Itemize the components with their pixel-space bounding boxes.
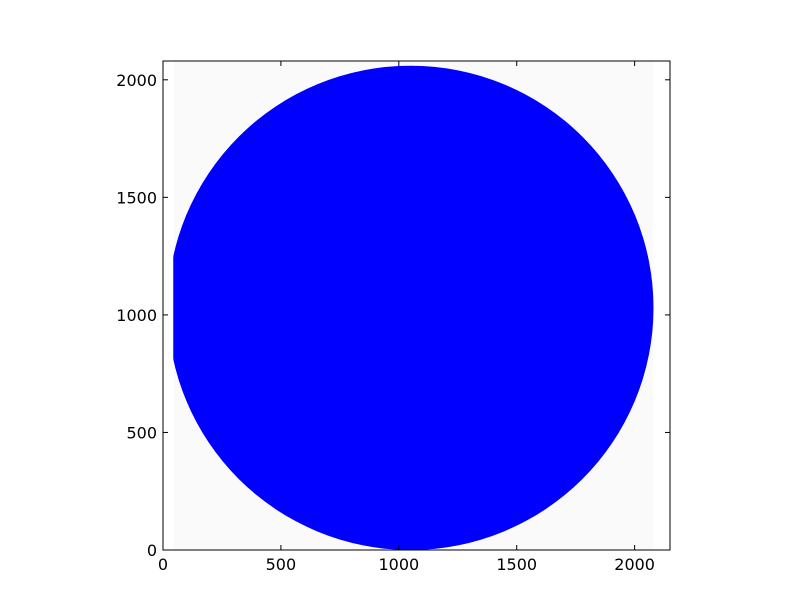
x-tick-label: 1000 <box>378 555 419 574</box>
x-tick-label: 0 <box>158 555 168 574</box>
axes-frame <box>162 60 671 551</box>
x-tick-label: 1500 <box>496 555 537 574</box>
blue-disk <box>173 65 654 550</box>
y-tick-label: 1500 <box>116 188 157 207</box>
x-tick-label: 2000 <box>614 555 655 574</box>
y-tick-label: 2000 <box>116 71 157 90</box>
y-tick-label: 0 <box>147 541 157 560</box>
y-tick-label: 500 <box>126 423 157 442</box>
y-tick-label: 1000 <box>116 306 157 325</box>
x-tick-label: 500 <box>266 555 297 574</box>
